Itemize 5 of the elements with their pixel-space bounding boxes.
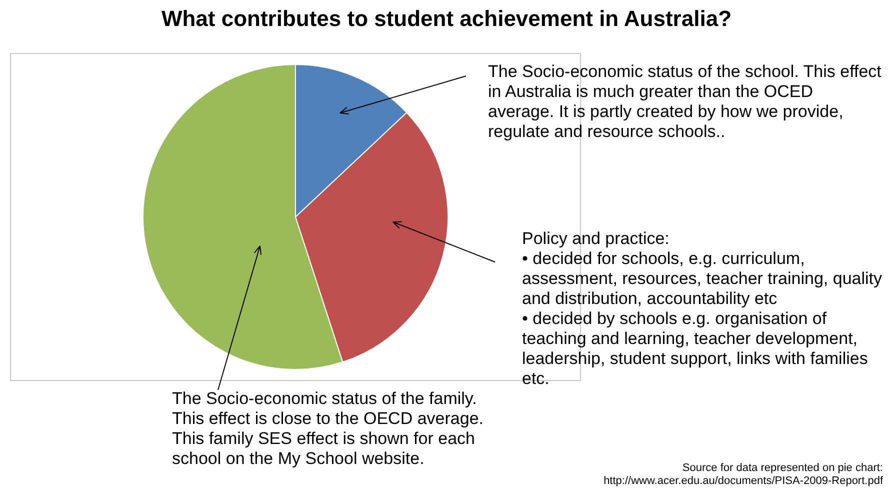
text: Policy and practice: • decided for schools, e.g. curriculum, assessment, resources, teacher training, quality and distribution, accountability etc • decided by schools e.g. organisation of teaching and learning, teacher development, leadership, student support, links with families etc.: [522, 229, 884, 389]
chart-title: What contributes to student achievement in Australia?: [160, 6, 733, 32]
text: The Socio-economic status of the school. This effect in Australia is much greater than the OCED average. It is partly created by how we provide, regulate and resource schools..: [488, 62, 882, 142]
text: The Socio-economic status of the family. This effect is close to the OECD average. This family SES effect is shown for each school on the My School website.: [172, 389, 484, 469]
source-note: Source for data represented on pie chart: http://www.acer.edu.au/documents/PISA-2009-Report.pdf: [604, 462, 883, 488]
